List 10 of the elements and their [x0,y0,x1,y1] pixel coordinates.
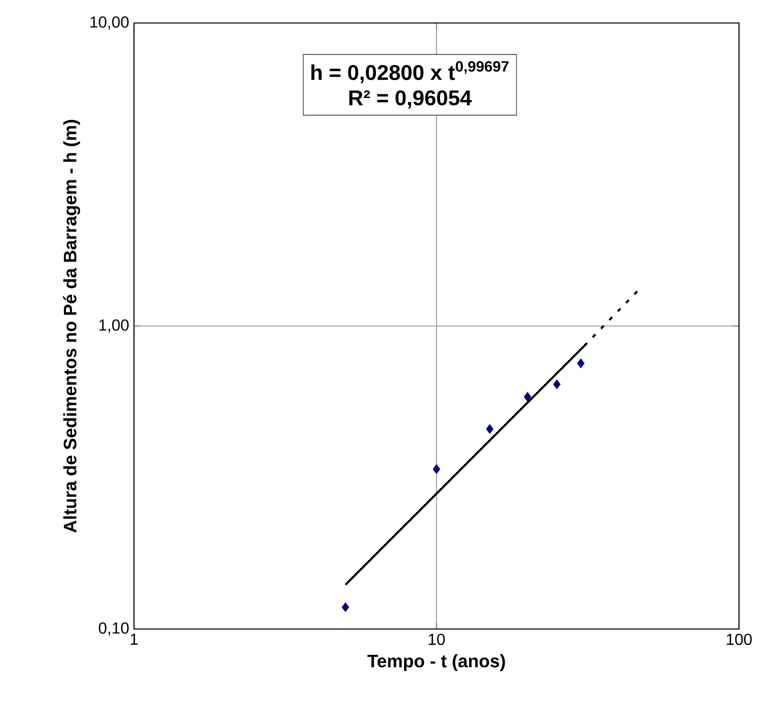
y-tick-label: 1,00 [99,319,129,333]
x-tick-label: 100 [726,634,752,646]
y-tick-label: 10,00 [90,16,129,30]
annotation: h = 0,02800 x t$^{0,99697}$ [311,61,509,84]
y-tick-label: 0,10 [98,622,129,636]
x-tick-label: 10 [428,634,445,646]
y-axis-title: Altura de Sedimentos no Pé da Barragem - h (m) [63,120,80,533]
x-tick-label: 1 [130,634,138,645]
annotation: R² = 0,96054 [349,90,472,109]
x-axis-title: Tempo - t (anos) [367,654,505,671]
